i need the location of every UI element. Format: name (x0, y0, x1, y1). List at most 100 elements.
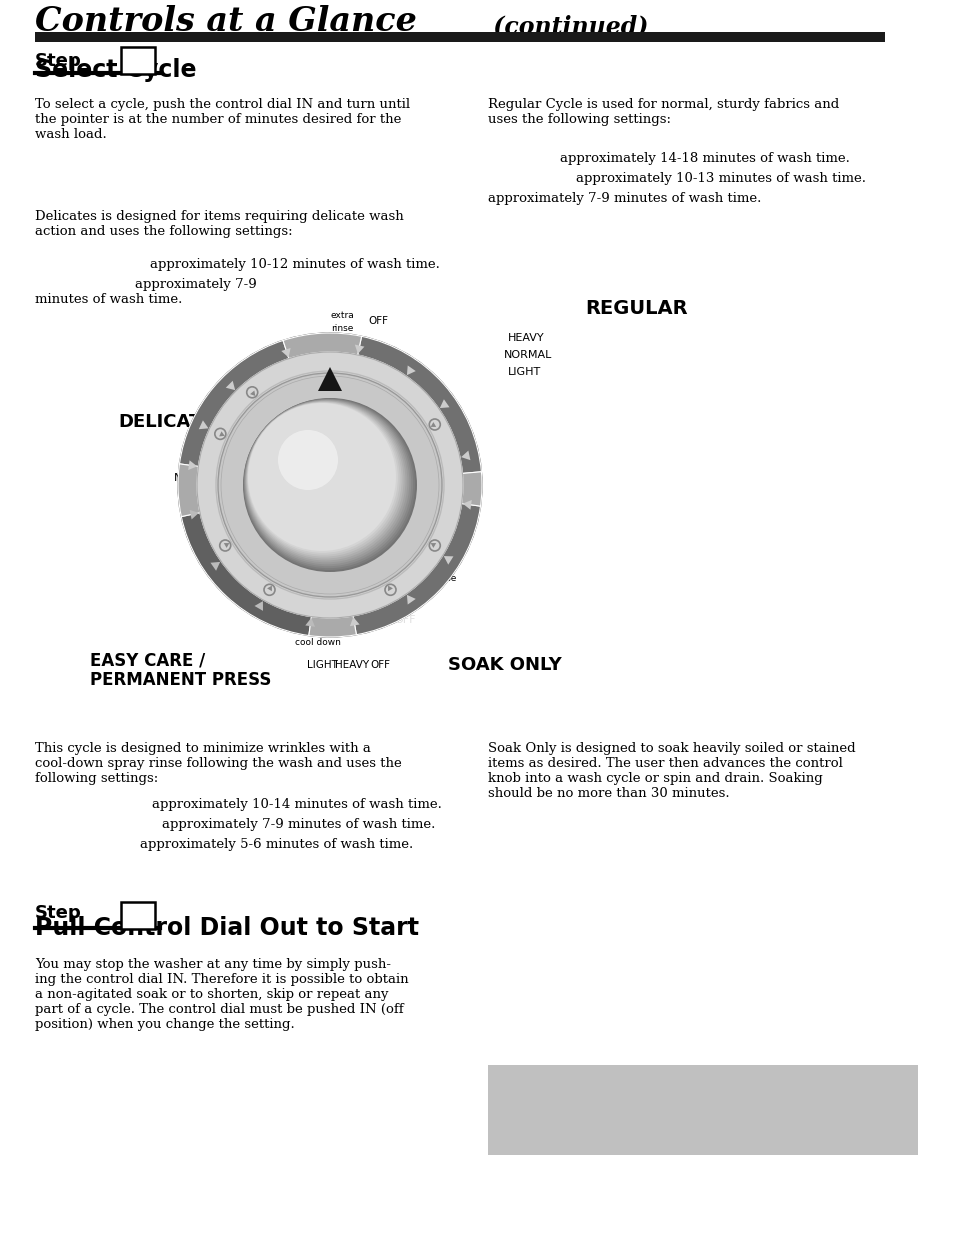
Circle shape (196, 352, 462, 618)
Text: spin: spin (295, 356, 314, 364)
Circle shape (245, 400, 409, 564)
Circle shape (246, 400, 405, 561)
Text: approximately 5-6 minutes of wash time.: approximately 5-6 minutes of wash time. (140, 839, 413, 851)
Polygon shape (430, 543, 436, 548)
Polygon shape (439, 399, 449, 408)
Text: LIGHT: LIGHT (306, 659, 337, 671)
Text: 5: 5 (132, 52, 144, 70)
Polygon shape (317, 367, 341, 391)
Text: minutes of wash time.: minutes of wash time. (35, 293, 182, 306)
Polygon shape (198, 420, 209, 430)
Text: HEAVY: HEAVY (335, 659, 369, 671)
Circle shape (248, 403, 395, 551)
Circle shape (218, 373, 441, 597)
Polygon shape (219, 431, 225, 436)
Circle shape (246, 401, 403, 558)
Bar (488, 1065, 917, 1155)
Text: Regular Cycle is used for normal, sturdy fabrics and
uses the following settings: Regular Cycle is used for normal, sturdy… (488, 98, 839, 126)
Text: Delicates is designed for items requiring delicate wash
action and uses the foll: Delicates is designed for items requirin… (35, 210, 403, 238)
Text: approximately 10-13 minutes of wash time.: approximately 10-13 minutes of wash time… (576, 172, 865, 185)
Wedge shape (357, 336, 481, 473)
Text: spin: spin (437, 477, 460, 487)
Text: PERMANENT PRESS: PERMANENT PRESS (90, 671, 271, 689)
Text: LIGHT: LIGHT (507, 367, 540, 377)
Polygon shape (281, 348, 291, 357)
Text: Select Cycle: Select Cycle (35, 58, 196, 82)
Text: approximately 14-18 minutes of wash time.: approximately 14-18 minutes of wash time… (559, 152, 849, 165)
Polygon shape (350, 618, 359, 626)
Wedge shape (461, 472, 481, 506)
Text: cool down: cool down (294, 637, 340, 646)
Circle shape (244, 399, 411, 567)
Polygon shape (407, 595, 416, 605)
Text: Controls at a Glance: Controls at a Glance (35, 5, 416, 38)
Text: OFF: OFF (370, 659, 390, 671)
Polygon shape (226, 380, 235, 390)
Text: extra: extra (201, 515, 225, 525)
Circle shape (245, 400, 407, 562)
Text: NORMAL: NORMAL (503, 350, 552, 359)
Text: To select a cycle, push the control dial IN and turn until
the pointer is at the: To select a cycle, push the control dial… (35, 98, 410, 141)
Text: OFF: OFF (394, 615, 416, 625)
Text: HEAVY: HEAVY (507, 333, 544, 343)
Text: EASY CARE /: EASY CARE / (90, 651, 205, 669)
Polygon shape (355, 345, 364, 354)
Text: REGULAR: REGULAR (584, 299, 687, 317)
Text: rinse: rinse (298, 624, 321, 632)
Text: spin: spin (295, 610, 314, 620)
Wedge shape (181, 513, 312, 636)
Polygon shape (188, 461, 197, 471)
Text: 6: 6 (132, 904, 144, 923)
Text: approximately 7-9 minutes of wash time.: approximately 7-9 minutes of wash time. (488, 191, 760, 205)
Circle shape (247, 401, 401, 557)
Text: rinse: rinse (202, 529, 225, 537)
Polygon shape (211, 562, 220, 571)
Polygon shape (388, 585, 393, 592)
Wedge shape (309, 616, 356, 637)
Text: NORMAL: NORMAL (173, 473, 222, 483)
Wedge shape (179, 341, 289, 467)
Polygon shape (224, 543, 229, 548)
Bar (35, 32, 884, 42)
Text: You may stop the washer at any time by simply push-
ing the control dial IN. The: You may stop the washer at any time by s… (35, 958, 408, 1031)
Circle shape (178, 333, 481, 637)
Circle shape (243, 398, 416, 572)
Polygon shape (305, 618, 314, 627)
Text: rinse: rinse (437, 457, 465, 467)
Text: approximately 7-9 minutes of wash time.: approximately 7-9 minutes of wash time. (162, 818, 435, 831)
Text: SOAK ONLY: SOAK ONLY (448, 656, 561, 674)
Circle shape (247, 403, 399, 555)
Text: (continued): (continued) (484, 14, 648, 38)
Wedge shape (178, 464, 200, 516)
Text: Step: Step (35, 52, 82, 70)
Polygon shape (462, 500, 472, 510)
Polygon shape (190, 510, 198, 520)
Text: LIGHT: LIGHT (192, 453, 225, 463)
Text: off: off (437, 535, 453, 545)
Text: extra: extra (330, 310, 354, 320)
Polygon shape (460, 451, 470, 461)
Text: OFF: OFF (368, 316, 388, 326)
Text: rinse: rinse (434, 573, 456, 583)
Circle shape (243, 399, 415, 571)
Circle shape (244, 399, 413, 568)
Text: Step: Step (35, 904, 82, 923)
Text: approximately 7-9: approximately 7-9 (135, 278, 256, 291)
Polygon shape (267, 585, 272, 592)
FancyBboxPatch shape (121, 902, 154, 929)
Wedge shape (353, 504, 480, 635)
Wedge shape (283, 333, 361, 358)
Polygon shape (443, 556, 453, 564)
Text: Pull Control Dial Out to Start: Pull Control Dial Out to Start (35, 916, 418, 940)
Text: DELICATES: DELICATES (118, 412, 227, 431)
Text: rinse: rinse (289, 373, 311, 383)
Text: off: off (309, 341, 320, 350)
Text: OFF: OFF (206, 493, 228, 503)
Text: Soak Only is designed to soak heavily soiled or stained
items as desired. The us: Soak Only is designed to soak heavily so… (488, 742, 855, 800)
Text: This cycle is designed to minimize wrinkles with a
cool-down spray rinse followi: This cycle is designed to minimize wrink… (35, 742, 401, 785)
Circle shape (248, 403, 397, 553)
Polygon shape (250, 390, 255, 396)
Text: extra: extra (434, 561, 457, 569)
Circle shape (277, 430, 337, 490)
Polygon shape (430, 422, 436, 427)
